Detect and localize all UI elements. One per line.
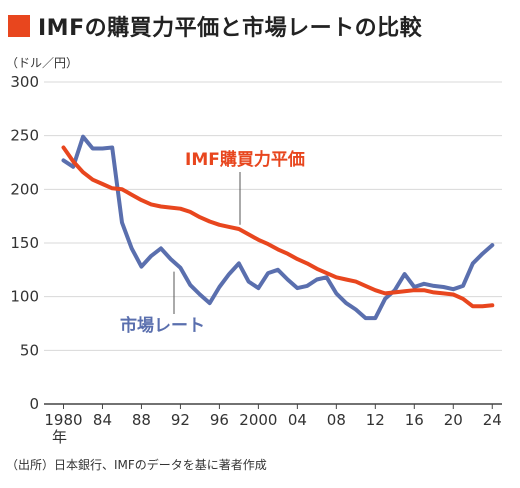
y-axis-unit: （ドル／円） [6,56,79,70]
x-tick-label: 96 [210,411,229,429]
x-tick-label: 12 [366,411,385,429]
chart-title: IMFの購買力平価と市場レートの比較 [38,16,423,41]
y-tick-label: 0 [29,395,39,413]
y-tick-labels: 0 50 100 150 200 250 300 [10,73,39,413]
source-note: （出所）日本銀行、IMFのデータを基に著者作成 [6,458,267,472]
x-tick-label: 2000 [239,411,277,429]
x-tick-label: 20 [444,411,463,429]
x-tick-label: 1980 [44,411,82,429]
y-tick-label: 300 [10,73,39,91]
x-tick-label: 24 [483,411,502,429]
title-bar: IMFの購買力平価と市場レートの比較 [8,10,422,42]
x-tick-label: 04 [288,411,307,429]
ppp-series-label: IMF購買力平価 [185,149,305,170]
y-tick-label: 100 [10,288,39,306]
y-tick-label: 250 [10,127,39,145]
ppp-line [61,145,495,309]
grid-lines [44,81,502,405]
x-tick-label: 92 [171,411,190,429]
x-tick-suffix: 年 [52,428,67,446]
x-tick-label: 84 [93,411,112,429]
x-tick-label: 08 [327,411,346,429]
series-lines [61,134,495,321]
y-tick-label: 150 [10,234,39,252]
market-series-label: 市場レート [120,315,205,336]
x-tick-label: 88 [132,411,151,429]
title-marker [8,15,30,37]
y-tick-label: 50 [20,341,39,359]
x-tick-label: 16 [405,411,424,429]
market-rate-line [61,134,495,321]
y-tick-label: 200 [10,180,39,198]
